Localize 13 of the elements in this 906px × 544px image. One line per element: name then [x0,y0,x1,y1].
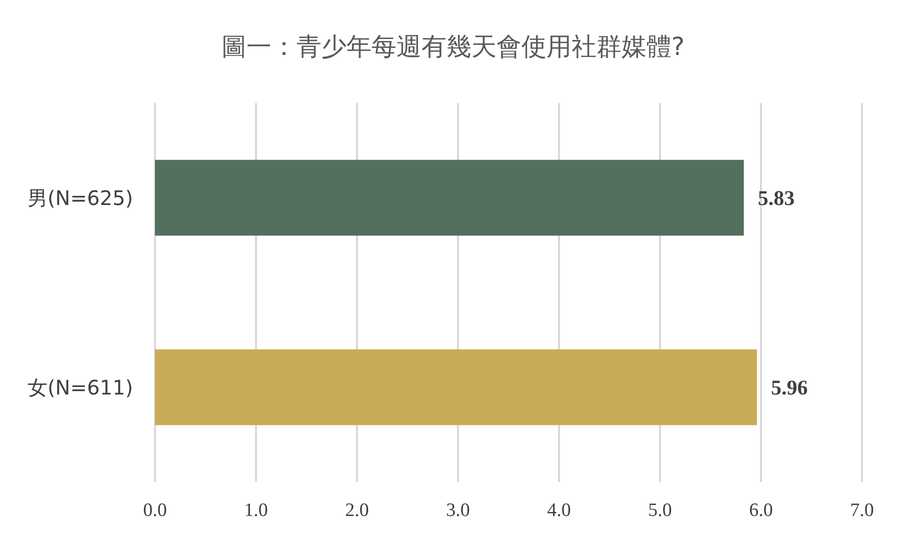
x-tick-label: 1.0 [244,500,268,521]
data-label: 5.96 [770,375,808,400]
x-tick-label: 5.0 [648,500,672,521]
y-tick-label: 男(N=625) [28,186,133,210]
x-tick-label: 3.0 [446,500,470,521]
data-label: 5.83 [758,186,795,210]
x-tick-label: 0.0 [143,500,167,521]
x-tick-label: 7.0 [850,500,874,521]
x-tick-label: 2.0 [345,500,369,521]
y-tick-label: 女(N=611) [28,375,133,400]
chart-title: 圖一：青少年每週有幾天會使用社群媒體? [221,32,685,61]
x-tick-label: 4.0 [547,500,571,521]
x-tick-label: 6.0 [749,500,773,521]
